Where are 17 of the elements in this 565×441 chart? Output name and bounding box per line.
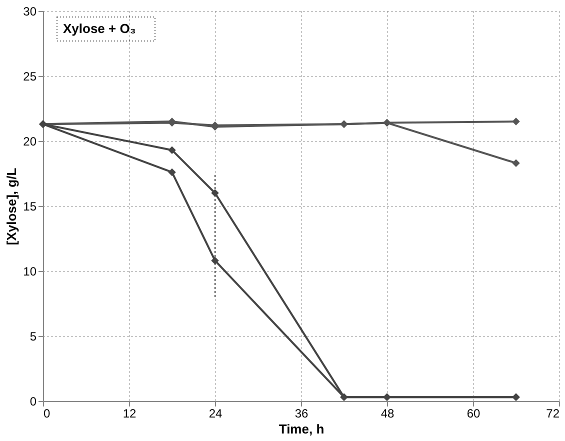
x-tick-label: 12 [122,406,136,420]
y-tick-label: 30 [23,4,37,18]
y-tick-label: 10 [23,264,37,278]
y-tick-label: 20 [23,134,37,148]
y-tick-label: 5 [30,330,37,344]
annotation: Xylose + O₃ [63,21,136,36]
y-tick-label: 25 [23,70,37,84]
y-tick-label: 15 [23,200,37,214]
x-tick-label: 36 [294,406,308,420]
y-tick-label: 0 [30,394,37,408]
y-axis-title: [Xylose], g/L [4,168,20,246]
x-tick-label: 60 [466,406,480,420]
x-tick-label: 0 [44,406,50,420]
x-tick-label: 72 [546,406,560,420]
x-tick-label: 24 [208,406,222,420]
x-tick-label: 48 [380,406,394,420]
x-axis-title: Time, h [278,422,324,436]
